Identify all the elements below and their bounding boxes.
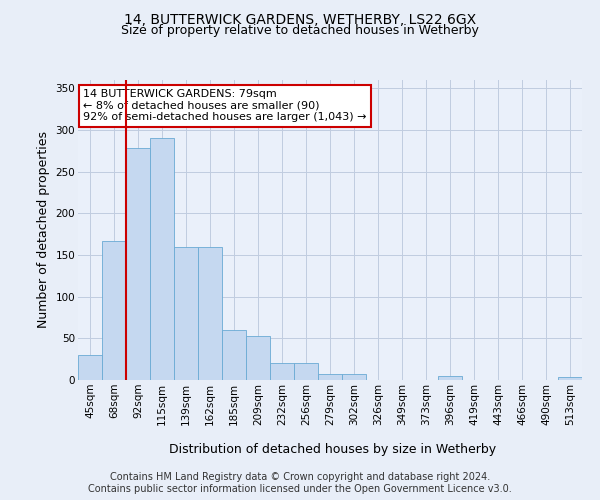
Text: Size of property relative to detached houses in Wetherby: Size of property relative to detached ho… bbox=[121, 24, 479, 37]
Bar bbox=[294, 364, 318, 380]
Y-axis label: Number of detached properties: Number of detached properties bbox=[37, 132, 50, 328]
Bar bbox=[222, 330, 246, 380]
Text: Distribution of detached houses by size in Wetherby: Distribution of detached houses by size … bbox=[169, 442, 497, 456]
Text: 14 BUTTERWICK GARDENS: 79sqm
← 8% of detached houses are smaller (90)
92% of sem: 14 BUTTERWICK GARDENS: 79sqm ← 8% of det… bbox=[83, 89, 367, 122]
Bar bbox=[198, 246, 222, 380]
Bar bbox=[126, 148, 150, 380]
Bar bbox=[318, 374, 342, 380]
Bar bbox=[438, 376, 462, 380]
Bar bbox=[150, 138, 174, 380]
Bar bbox=[558, 376, 582, 380]
Bar bbox=[102, 241, 126, 380]
Bar bbox=[246, 336, 270, 380]
Text: Contains HM Land Registry data © Crown copyright and database right 2024.
Contai: Contains HM Land Registry data © Crown c… bbox=[88, 472, 512, 494]
Bar bbox=[342, 374, 366, 380]
Bar bbox=[174, 246, 198, 380]
Bar bbox=[78, 355, 102, 380]
Text: 14, BUTTERWICK GARDENS, WETHERBY, LS22 6GX: 14, BUTTERWICK GARDENS, WETHERBY, LS22 6… bbox=[124, 12, 476, 26]
Bar bbox=[270, 364, 294, 380]
